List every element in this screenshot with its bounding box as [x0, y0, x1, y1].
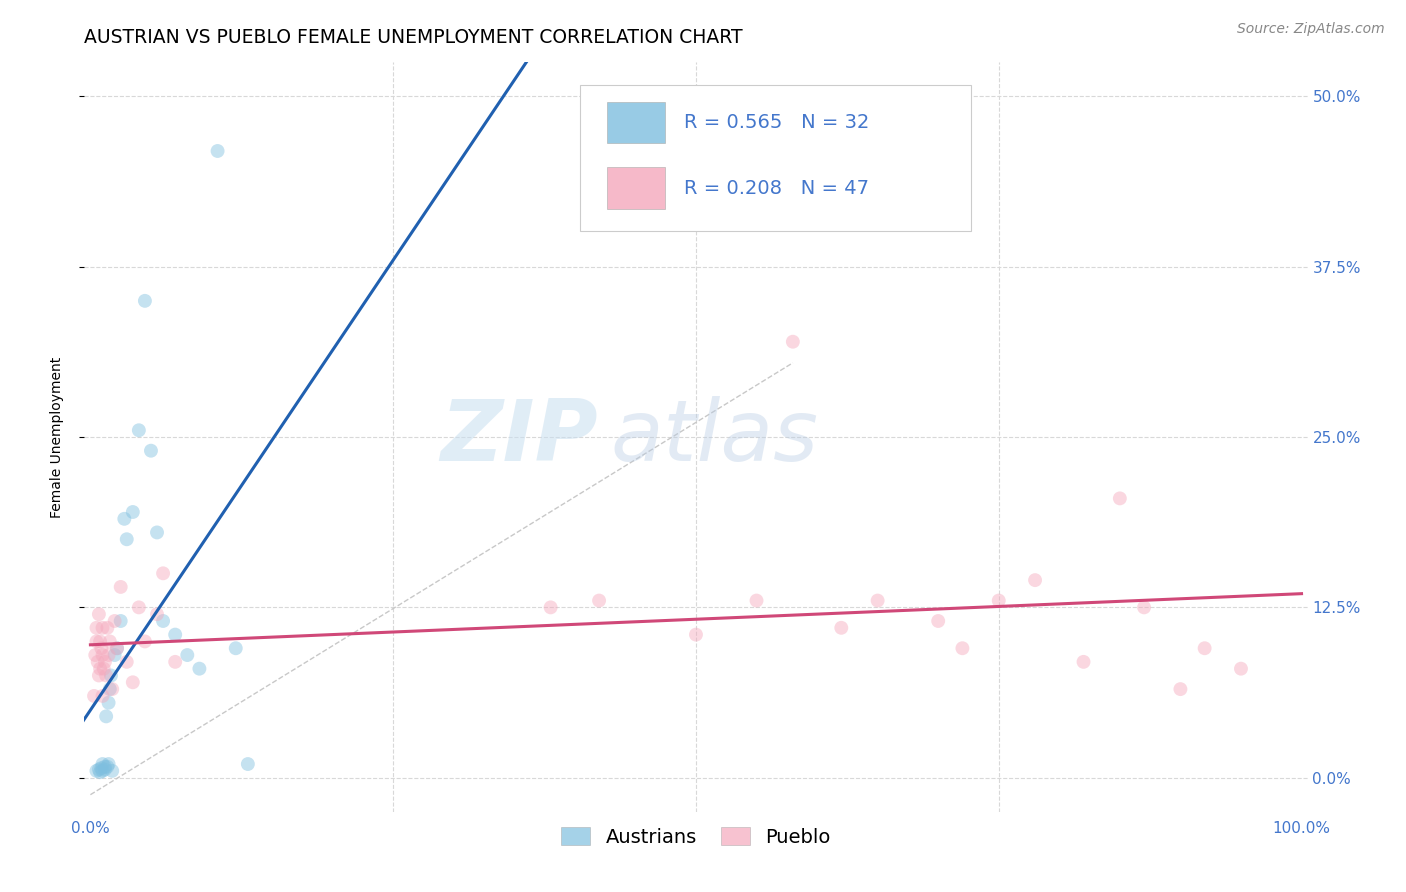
Point: [86, 621, 108, 635]
Point: [1073, 655, 1095, 669]
Point: [98, 634, 121, 648]
Point: [96, 668, 118, 682]
Point: [104, 648, 127, 662]
Point: [87, 668, 110, 682]
Point: [1170, 682, 1192, 697]
Point: [540, 600, 562, 615]
Point: [105, 641, 128, 656]
Point: [86, 655, 108, 669]
Point: [93, 662, 115, 676]
Point: [96, 760, 118, 774]
Point: [588, 593, 610, 607]
Point: [745, 593, 768, 607]
Legend: Austrians, Pueblo: Austrians, Pueblo: [554, 820, 838, 855]
Point: [165, 627, 187, 641]
Point: [1024, 573, 1046, 587]
Point: [90, 761, 112, 775]
Point: [94, 760, 117, 774]
Y-axis label: Female Unemployment: Female Unemployment: [49, 357, 63, 517]
Point: [90, 641, 112, 656]
FancyBboxPatch shape: [606, 103, 665, 144]
Point: [97, 696, 120, 710]
Point: [110, 580, 132, 594]
Point: [830, 621, 852, 635]
Point: [101, 764, 124, 778]
Point: [97, 648, 120, 662]
Point: [91, 621, 114, 635]
Point: [685, 627, 707, 641]
Text: ZIP: ZIP: [440, 395, 598, 479]
Point: [121, 505, 143, 519]
Point: [128, 600, 150, 615]
Point: [115, 533, 138, 547]
Point: [1230, 662, 1253, 676]
Point: [134, 634, 156, 648]
Point: [207, 144, 229, 158]
Point: [84, 648, 107, 662]
Point: [110, 614, 132, 628]
Point: [987, 593, 1010, 607]
Point: [91, 689, 114, 703]
Point: [100, 668, 122, 682]
FancyBboxPatch shape: [606, 168, 665, 209]
Point: [97, 757, 120, 772]
Point: [91, 764, 114, 778]
Point: [87, 763, 110, 777]
Point: [115, 655, 138, 669]
Point: [1133, 600, 1156, 615]
Point: [94, 763, 117, 777]
Point: [101, 682, 124, 697]
Point: [104, 614, 127, 628]
Point: [89, 634, 111, 648]
Point: [87, 607, 110, 622]
Text: Source: ZipAtlas.com: Source: ZipAtlas.com: [1237, 22, 1385, 37]
Point: [86, 634, 108, 648]
Text: R = 0.208   N = 47: R = 0.208 N = 47: [683, 178, 869, 198]
Point: [152, 566, 174, 581]
Point: [89, 662, 111, 676]
Point: [866, 593, 889, 607]
Point: [152, 614, 174, 628]
Point: [134, 293, 156, 308]
Point: [89, 765, 111, 780]
Point: [176, 648, 198, 662]
Point: [188, 662, 211, 676]
Point: [96, 709, 118, 723]
Point: [94, 655, 117, 669]
Point: [952, 641, 974, 656]
Text: atlas: atlas: [610, 395, 818, 479]
Point: [146, 607, 169, 622]
Point: [927, 614, 949, 628]
Point: [98, 682, 121, 697]
Point: [112, 512, 135, 526]
Point: [165, 655, 187, 669]
Point: [225, 641, 247, 656]
Text: R = 0.565   N = 32: R = 0.565 N = 32: [683, 113, 869, 132]
Point: [236, 757, 259, 772]
Point: [1194, 641, 1216, 656]
Point: [91, 648, 114, 662]
Point: [139, 443, 162, 458]
Point: [86, 764, 108, 778]
Point: [91, 757, 114, 772]
Point: [105, 641, 128, 656]
Point: [83, 689, 105, 703]
Point: [146, 525, 169, 540]
Text: AUSTRIAN VS PUEBLO FEMALE UNEMPLOYMENT CORRELATION CHART: AUSTRIAN VS PUEBLO FEMALE UNEMPLOYMENT C…: [84, 28, 742, 47]
Point: [1108, 491, 1130, 506]
Point: [121, 675, 143, 690]
Point: [96, 621, 118, 635]
Point: [782, 334, 804, 349]
Point: [128, 423, 150, 437]
FancyBboxPatch shape: [579, 85, 972, 231]
